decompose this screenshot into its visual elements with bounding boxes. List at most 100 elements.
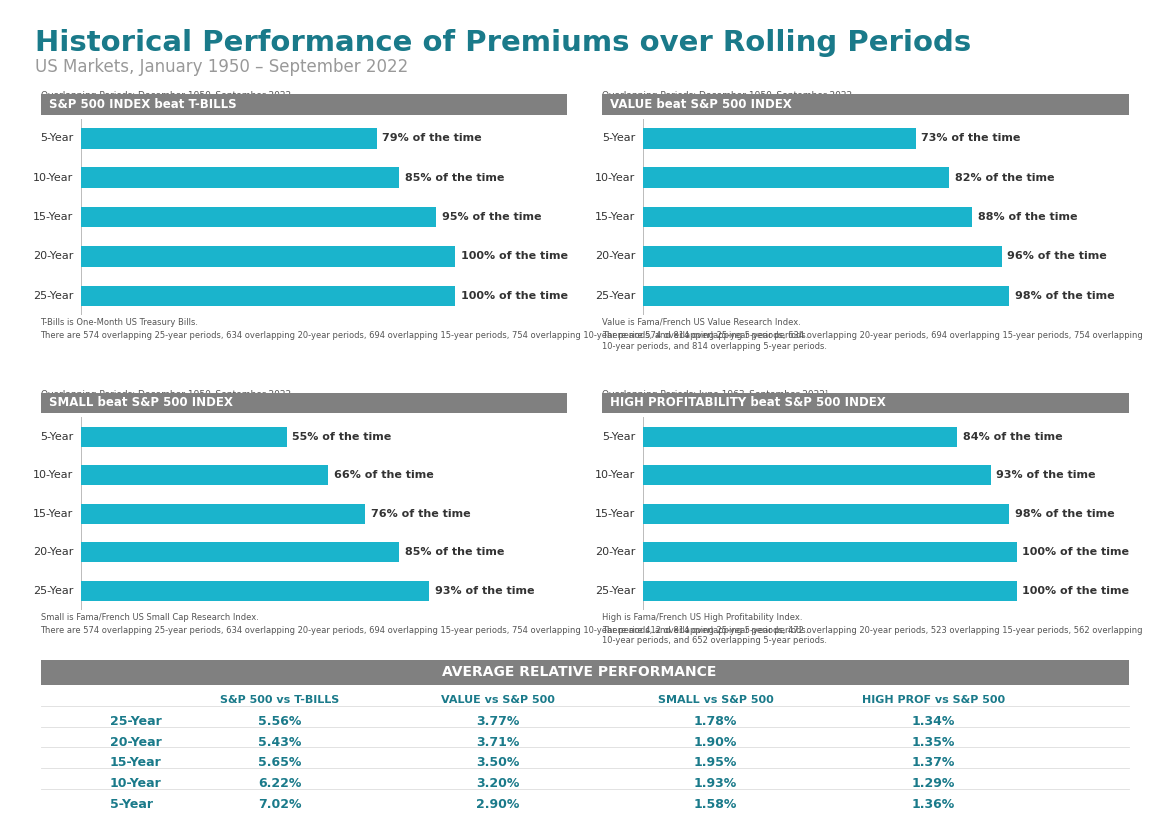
Text: 15-Year: 15-Year [34,509,74,519]
Text: 3.20%: 3.20% [476,777,520,790]
Text: There are 574 overlapping 25-year periods, 634 overlapping 20-year periods, 694 : There are 574 overlapping 25-year period… [41,626,809,635]
Bar [643,207,972,227]
Text: 98% of the time: 98% of the time [1014,290,1114,300]
Text: Overlapping Periods: December 1950–September 2022: Overlapping Periods: December 1950–Septe… [41,390,291,399]
Bar [643,168,950,188]
Text: 5.56%: 5.56% [258,715,302,728]
Text: 25-Year: 25-Year [34,290,74,300]
Text: 20-Year: 20-Year [34,251,74,261]
Text: 10-Year: 10-Year [34,471,74,481]
Text: 98% of the time: 98% of the time [1014,509,1114,519]
Text: 3.77%: 3.77% [476,715,520,728]
Text: 10-Year: 10-Year [34,173,74,183]
Text: Value is Fama/French US Value Research Index.: Value is Fama/French US Value Research I… [602,318,801,327]
Bar [643,466,990,486]
Text: 25-Year: 25-Year [34,586,74,596]
Text: 100% of the time: 100% of the time [1023,586,1129,596]
Text: Overlapping Periods: December 1950–September 2022: Overlapping Periods: December 1950–Septe… [602,91,852,100]
Text: 1.36%: 1.36% [911,798,954,811]
Text: 5-Year: 5-Year [110,798,153,811]
Bar [81,247,455,266]
Text: 1.29%: 1.29% [911,777,955,790]
Text: 25-Year: 25-Year [595,290,636,300]
Text: VALUE vs S&P 500: VALUE vs S&P 500 [441,695,555,705]
Text: 1.90%: 1.90% [694,735,738,749]
Text: 100% of the time: 100% of the time [461,251,567,261]
Text: 1.95%: 1.95% [694,756,738,769]
Text: S&P 500 vs T-BILLS: S&P 500 vs T-BILLS [220,695,339,705]
Text: 15-Year: 15-Year [110,756,162,769]
Text: 100% of the time: 100% of the time [1023,547,1129,557]
Text: There are 412 overlapping 25-year periods, 472 overlapping 20-year periods, 523 : There are 412 overlapping 25-year period… [602,626,1143,645]
Text: 88% of the time: 88% of the time [977,212,1077,222]
Text: 20-Year: 20-Year [110,735,162,749]
Text: 20-Year: 20-Year [595,547,636,557]
Text: 7.02%: 7.02% [258,798,302,811]
Text: 1.35%: 1.35% [911,735,955,749]
Text: There are 574 overlapping 25-year periods, 634 overlapping 20-year periods, 694 : There are 574 overlapping 25-year period… [602,331,1143,350]
Bar [81,581,428,601]
Text: 93% of the time: 93% of the time [434,586,534,596]
Text: 73% of the time: 73% of the time [922,134,1021,144]
Text: Overlapping Periods: June 1963–September 2022¹: Overlapping Periods: June 1963–September… [602,390,829,399]
Text: AVERAGE RELATIVE PERFORMANCE: AVERAGE RELATIVE PERFORMANCE [442,666,716,679]
Bar [81,504,366,524]
Text: 1.58%: 1.58% [694,798,738,811]
Text: 85% of the time: 85% of the time [404,547,504,557]
Text: 55% of the time: 55% of the time [293,432,391,442]
Text: 5.43%: 5.43% [258,735,302,749]
Text: 5-Year: 5-Year [41,432,74,442]
Text: 15-Year: 15-Year [595,509,636,519]
Text: 25-Year: 25-Year [595,586,636,596]
Text: 79% of the time: 79% of the time [382,134,482,144]
Bar [643,581,1017,601]
Text: 82% of the time: 82% of the time [955,173,1055,183]
Text: 3.71%: 3.71% [476,735,520,749]
Text: 15-Year: 15-Year [34,212,74,222]
Text: 10-Year: 10-Year [110,777,162,790]
Bar [643,542,1017,562]
Text: SMALL vs S&P 500: SMALL vs S&P 500 [658,695,774,705]
Text: T-Bills is One-Month US Treasury Bills.: T-Bills is One-Month US Treasury Bills. [41,318,198,327]
Text: 1.34%: 1.34% [911,715,955,728]
Bar [81,286,455,306]
Bar [643,504,1010,524]
Text: 2.90%: 2.90% [476,798,520,811]
Text: 66% of the time: 66% of the time [334,471,433,481]
Text: 1.37%: 1.37% [911,756,955,769]
Text: 1.93%: 1.93% [694,777,736,790]
Bar [81,427,287,447]
Text: Overlapping Periods: December 1950–September 2022: Overlapping Periods: December 1950–Septe… [41,91,291,100]
Bar [81,207,437,227]
Text: 76% of the time: 76% of the time [371,509,470,519]
Text: 96% of the time: 96% of the time [1007,251,1107,261]
Bar [81,542,400,562]
Text: 5.65%: 5.65% [258,756,302,769]
Text: Historical Performance of Premiums over Rolling Periods: Historical Performance of Premiums over … [35,29,972,57]
Text: 10-Year: 10-Year [595,471,636,481]
Text: 84% of the time: 84% of the time [962,432,1062,442]
Bar [643,247,1002,266]
Text: 15-Year: 15-Year [595,212,636,222]
Text: 6.22%: 6.22% [258,777,302,790]
Text: VALUE beat S&P 500 INDEX: VALUE beat S&P 500 INDEX [610,98,792,110]
Text: SMALL beat S&P 500 INDEX: SMALL beat S&P 500 INDEX [49,397,233,409]
Text: 85% of the time: 85% of the time [404,173,504,183]
Text: 3.50%: 3.50% [476,756,520,769]
Text: 95% of the time: 95% of the time [442,212,542,222]
Text: 93% of the time: 93% of the time [996,471,1095,481]
Bar [643,286,1010,306]
Text: 5-Year: 5-Year [602,432,636,442]
Text: US Markets, January 1950 – September 2022: US Markets, January 1950 – September 202… [35,58,408,76]
Text: There are 574 overlapping 25-year periods, 634 overlapping 20-year periods, 694 : There are 574 overlapping 25-year period… [41,331,809,340]
Bar [643,128,916,149]
Text: High is Fama/French US High Profitability Index.: High is Fama/French US High Profitabilit… [602,613,802,622]
Text: HIGH PROF vs S&P 500: HIGH PROF vs S&P 500 [862,695,1005,705]
Text: 20-Year: 20-Year [34,547,74,557]
Text: 5-Year: 5-Year [41,134,74,144]
Text: 1.78%: 1.78% [694,715,738,728]
Bar [81,128,376,149]
Text: HIGH PROFITABILITY beat S&P 500 INDEX: HIGH PROFITABILITY beat S&P 500 INDEX [610,397,886,409]
Text: 25-Year: 25-Year [110,715,162,728]
Text: Small is Fama/French US Small Cap Research Index.: Small is Fama/French US Small Cap Resear… [41,613,258,622]
